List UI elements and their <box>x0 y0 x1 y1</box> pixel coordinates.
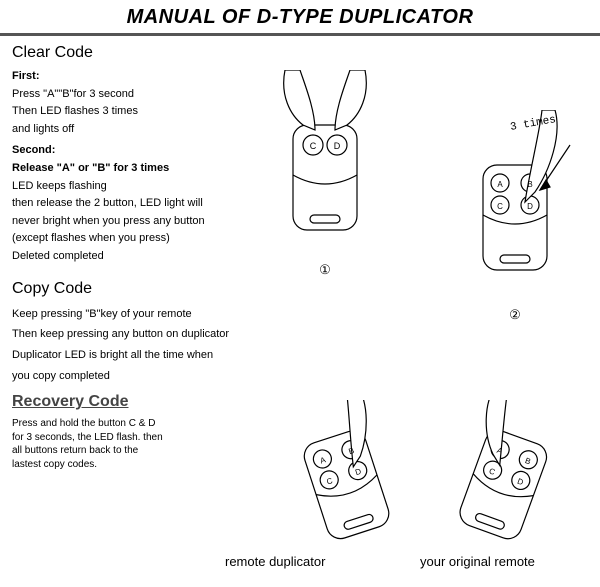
clear-first-l3: and lights off <box>12 121 242 139</box>
title-bar: MANUAL OF D-TYPE DUPLICATOR <box>0 0 600 36</box>
recovery-l3: all buttons return back to the <box>12 444 192 458</box>
recovery-instructions: Press and hold the button C & D for 3 se… <box>12 417 192 471</box>
clear-rest-l1: then release the 2 button, LED light wil… <box>12 195 242 213</box>
clear-first-l1: Press "A""B"for 3 second <box>12 86 242 104</box>
recovery-l4: lastest copy codes. <box>12 458 192 472</box>
copy-l2: Then keep pressing any button on duplica… <box>12 324 272 345</box>
second-label: Second: <box>12 142 242 160</box>
diagram-2: A B C D ② <box>440 110 590 323</box>
figure-number-2: ② <box>440 307 590 323</box>
copy-instructions: Keep pressing "B"key of your remote Then… <box>12 304 272 388</box>
figure-number-1: ① <box>245 262 405 278</box>
btn-a-label: A <box>497 180 503 189</box>
btn-c-label: C <box>310 141 317 151</box>
btn-d-label: D <box>334 141 341 151</box>
caption-duplicator: remote duplicator <box>225 554 325 569</box>
clear-first-l2: Then LED flashes 3 times <box>12 103 242 121</box>
copy-l3: Duplicator LED is bright all the time wh… <box>12 345 272 366</box>
original-remote-illustration: A B C D <box>430 400 580 550</box>
clear-rest-l2: never bright when you press any button <box>12 213 242 231</box>
remote-illustration-1: C D <box>245 70 405 255</box>
clear-second-l2: LED keeps flashing <box>12 178 242 196</box>
btn-c-label-2: C <box>497 202 503 211</box>
btn-d-label-2: D <box>527 202 533 211</box>
page-title: MANUAL OF D-TYPE DUPLICATOR <box>0 6 600 29</box>
clear-instructions: First: Press "A""B"for 3 second Then LED… <box>12 68 242 266</box>
recovery-l1: Press and hold the button C & D <box>12 417 192 431</box>
clear-rest-l4: Deleted completed <box>12 248 242 266</box>
copy-l4: you copy completed <box>12 366 272 387</box>
remote-duplicator-illustration: A B C D <box>275 400 415 550</box>
copy-l1: Keep pressing "B"key of your remote <box>12 304 272 325</box>
diagram-3: A B C D <box>275 400 415 555</box>
remote-illustration-2: A B C D <box>440 110 590 300</box>
clear-heading: Clear Code <box>12 44 600 62</box>
diagram-4: A B C D <box>430 400 580 555</box>
recovery-l2: for 3 seconds, the LED flash. then <box>12 431 192 445</box>
btn-b-label: B <box>527 180 532 189</box>
first-label: First: <box>12 68 242 86</box>
diagram-1: C D ① <box>245 70 405 278</box>
caption-original: your original remote <box>420 554 535 569</box>
clear-rest-l3: (except flashes when you press) <box>12 230 242 248</box>
clear-second-l1: Release "A" or "B" for 3 times <box>12 160 242 178</box>
